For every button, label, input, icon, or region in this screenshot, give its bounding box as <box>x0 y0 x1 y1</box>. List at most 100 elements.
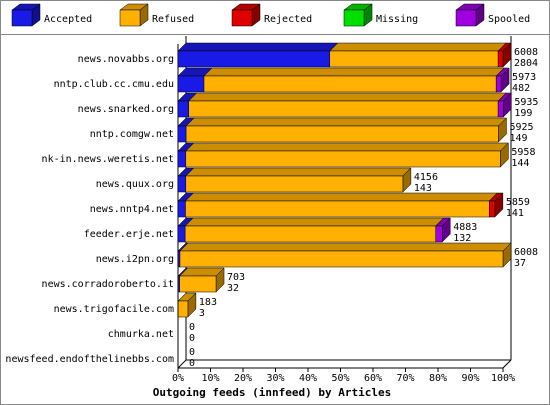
bar-top <box>203 67 505 77</box>
chart-title: Outgoing feeds (innfeed) by Articles <box>153 386 391 399</box>
value-label: 132 <box>453 233 471 244</box>
legend-label[interactable]: Missing <box>376 14 418 25</box>
bar <box>177 225 186 243</box>
corner <box>177 359 187 369</box>
x-tick-label: 40% <box>299 373 317 384</box>
floor-edge <box>502 359 512 369</box>
y-tick-label: feeder.erje.net <box>84 229 174 240</box>
bar <box>177 250 181 268</box>
y-tick-label: news.corradoroberto.it <box>42 279 174 290</box>
value-label: 6008 <box>514 47 538 58</box>
value-label: 37 <box>514 258 526 269</box>
bar <box>185 125 499 143</box>
bar <box>495 75 502 93</box>
bar-top <box>329 42 507 52</box>
value-label: 3 <box>199 308 205 319</box>
value-label: 4883 <box>453 222 477 233</box>
legend-label[interactable]: Accepted <box>44 14 92 25</box>
x-tick-label: 0% <box>172 373 184 384</box>
value-label: 144 <box>511 158 529 169</box>
y-tick-label: news.novabbs.org <box>78 54 174 65</box>
value-label: 32 <box>227 283 239 294</box>
x-tick-label: 10% <box>201 373 219 384</box>
bar <box>177 200 186 218</box>
y-tick-label: newsfeed.endofthelinebbs.com <box>5 354 174 365</box>
bar <box>177 50 331 68</box>
value-label: 0 <box>189 347 195 358</box>
bar-top <box>184 192 498 202</box>
value-label: 703 <box>227 272 245 283</box>
value-label: 5958 <box>511 147 535 158</box>
bar-top <box>185 142 510 152</box>
value-label: 0 <box>189 358 195 369</box>
bar <box>179 250 504 268</box>
legend-swatch <box>343 9 365 27</box>
bar <box>329 50 499 68</box>
value-label: 482 <box>512 83 530 94</box>
legend-label[interactable]: Refused <box>152 14 194 25</box>
y-tick-label: news.trigofacile.com <box>54 304 174 315</box>
value-label: 5925 <box>509 122 533 133</box>
y-tick-label: news.nntp4.net <box>90 204 174 215</box>
bar <box>489 200 496 218</box>
bar <box>177 150 187 168</box>
legend-swatch <box>119 9 141 27</box>
bar <box>179 275 217 293</box>
value-label: 2804 <box>514 58 538 69</box>
bar <box>188 100 499 118</box>
value-label: 0 <box>189 322 195 333</box>
y-tick-label: news.quux.org <box>96 179 174 190</box>
bar <box>177 300 189 318</box>
value-label: 141 <box>506 208 524 219</box>
value-label: 5935 <box>514 97 538 108</box>
legend-swatch <box>11 9 33 27</box>
value-label: 6008 <box>514 247 538 258</box>
value-label: 0 <box>189 333 195 344</box>
bar-top <box>185 117 508 127</box>
x-tick-label: 30% <box>266 373 284 384</box>
bar <box>177 75 205 93</box>
bar-top <box>185 167 412 177</box>
value-label: 4156 <box>414 172 438 183</box>
value-label: 199 <box>514 108 532 119</box>
value-label: 149 <box>509 133 527 144</box>
legend-label[interactable]: Rejected <box>264 14 312 25</box>
bar-top <box>188 92 507 102</box>
bar-top <box>177 42 339 52</box>
x-tick-label: 100% <box>491 373 515 384</box>
bar <box>203 75 497 93</box>
y-tick-label: nk-in.news.weretis.net <box>42 154 174 165</box>
x-tick-label: 70% <box>396 373 414 384</box>
bar-top <box>179 242 512 252</box>
x-tick-label: 50% <box>331 373 349 384</box>
value-label: 5973 <box>512 72 536 83</box>
y-tick-label: nntp.comgw.net <box>90 129 174 140</box>
y-tick-label: news.i2pn.org <box>96 254 174 265</box>
bar-top <box>184 217 445 227</box>
bar <box>435 225 443 243</box>
bar <box>185 200 490 218</box>
x-tick-label: 90% <box>461 373 479 384</box>
y-tick-label: nntp.club.cc.cmu.edu <box>54 79 174 90</box>
bar <box>185 150 501 168</box>
bar <box>177 175 187 193</box>
value-label: 143 <box>414 183 432 194</box>
legend-label[interactable]: Spooled <box>488 14 530 25</box>
bar <box>497 50 504 68</box>
bar <box>177 100 189 118</box>
x-tick-label: 60% <box>364 373 382 384</box>
y-tick-label: chmurka.net <box>108 329 174 340</box>
bar <box>184 225 436 243</box>
x-tick-label: 20% <box>234 373 252 384</box>
value-label: 183 <box>199 297 217 308</box>
bar <box>185 175 404 193</box>
bar <box>497 100 504 118</box>
y-tick-label: news.snarked.org <box>78 104 174 115</box>
x-tick-label: 80% <box>429 373 447 384</box>
value-label: 5859 <box>506 197 530 208</box>
legend-swatch <box>455 9 477 27</box>
legend-swatch <box>231 9 253 27</box>
bar <box>177 125 187 143</box>
